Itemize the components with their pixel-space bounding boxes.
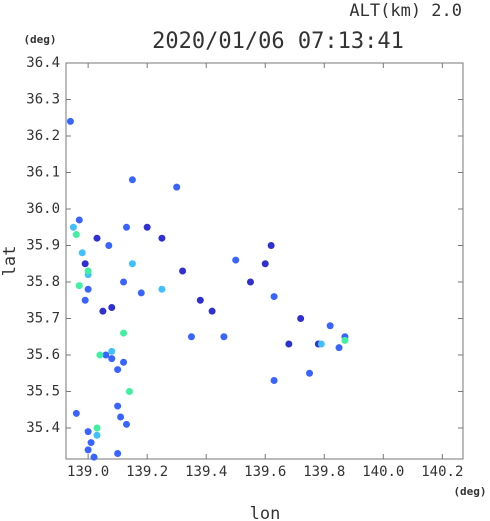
echo-point xyxy=(317,340,325,348)
echo-point xyxy=(246,278,254,286)
echo-point xyxy=(105,241,113,249)
echo-point xyxy=(208,307,216,315)
echo-point xyxy=(120,358,128,366)
echo-point xyxy=(114,366,122,374)
echo-point xyxy=(87,439,95,447)
x-tick-label: 139.2 xyxy=(126,464,168,480)
echo-point xyxy=(123,223,131,231)
x-tick-label: 139.8 xyxy=(303,464,345,480)
echo-point xyxy=(90,453,98,461)
echo-point xyxy=(335,344,343,352)
x-tick-label: 139.4 xyxy=(185,464,227,480)
echo-point xyxy=(125,387,133,395)
echo-point xyxy=(96,351,104,359)
y-tick-label: 35.6 xyxy=(26,347,60,363)
echo-point xyxy=(108,304,116,312)
echo-point xyxy=(270,377,278,385)
echo-point xyxy=(128,260,136,268)
echo-point xyxy=(341,336,349,344)
echo-point xyxy=(114,450,122,458)
x-tick-label: 140.2 xyxy=(421,464,463,480)
echo-point xyxy=(120,278,128,286)
echo-point xyxy=(72,231,80,239)
echo-point xyxy=(220,333,228,341)
echo-point xyxy=(84,285,92,293)
echo-point xyxy=(66,117,74,125)
echo-point xyxy=(158,234,166,242)
echo-point xyxy=(78,249,86,257)
y-tick-label: 35.9 xyxy=(26,237,60,253)
y-tick-label: 35.7 xyxy=(26,310,60,326)
y-unit: (deg) xyxy=(23,33,56,46)
x-tick-label: 139.0 xyxy=(67,464,109,480)
x-unit: (deg) xyxy=(453,485,486,498)
echo-point xyxy=(99,307,107,315)
y-tick-label: 35.4 xyxy=(26,420,60,436)
y-tick-label: 36.1 xyxy=(26,164,60,180)
echo-point xyxy=(232,256,240,264)
chart-subtitle: ALT(km) 2.0 xyxy=(349,1,462,21)
echo-point xyxy=(81,260,89,268)
echo-point xyxy=(75,216,83,224)
echo-point xyxy=(102,351,110,359)
echo-point xyxy=(137,289,145,297)
echo-point xyxy=(108,355,116,363)
x-axis-label: lon xyxy=(250,504,281,521)
echo-point xyxy=(187,333,195,341)
echo-point xyxy=(84,267,92,275)
echo-point xyxy=(173,183,181,191)
y-tick-label: 36.0 xyxy=(26,201,60,217)
echo-point xyxy=(84,446,92,454)
echo-point xyxy=(267,241,275,249)
echo-point xyxy=(143,223,151,231)
y-tick-label: 35.5 xyxy=(26,383,60,399)
echo-point xyxy=(123,420,131,428)
echo-point xyxy=(297,314,305,322)
x-tick-label: 140.0 xyxy=(362,464,404,480)
echo-point xyxy=(108,347,116,355)
echo-point xyxy=(93,424,101,432)
echo-point xyxy=(158,285,166,293)
echo-point xyxy=(128,176,136,184)
chart-title: 2020/01/06 07:13:41 xyxy=(152,29,404,54)
echo-point xyxy=(69,223,77,231)
echo-point xyxy=(93,234,101,242)
echo-point xyxy=(179,267,187,275)
echo-point xyxy=(117,413,125,421)
y-tick-label: 36.3 xyxy=(26,91,60,107)
plot-frame xyxy=(65,62,464,460)
echo-point xyxy=(75,282,83,290)
echo-point xyxy=(306,369,314,377)
echo-point xyxy=(120,329,128,337)
echo-point xyxy=(114,402,122,410)
y-tick-label: 36.2 xyxy=(26,128,60,144)
echo-point xyxy=(84,428,92,436)
echo-point xyxy=(270,293,278,301)
echo-point xyxy=(285,340,293,348)
y-tick-label: 36.4 xyxy=(26,55,60,71)
echo-point xyxy=(72,409,80,417)
echo-point xyxy=(93,431,101,439)
echo-point xyxy=(261,260,269,268)
y-tick-label: 35.8 xyxy=(26,274,60,290)
y-axis-label: lat xyxy=(0,246,20,277)
echo-point xyxy=(326,322,334,330)
x-tick-label: 139.6 xyxy=(244,464,286,480)
echo-point xyxy=(196,296,204,304)
echo-point xyxy=(81,296,89,304)
